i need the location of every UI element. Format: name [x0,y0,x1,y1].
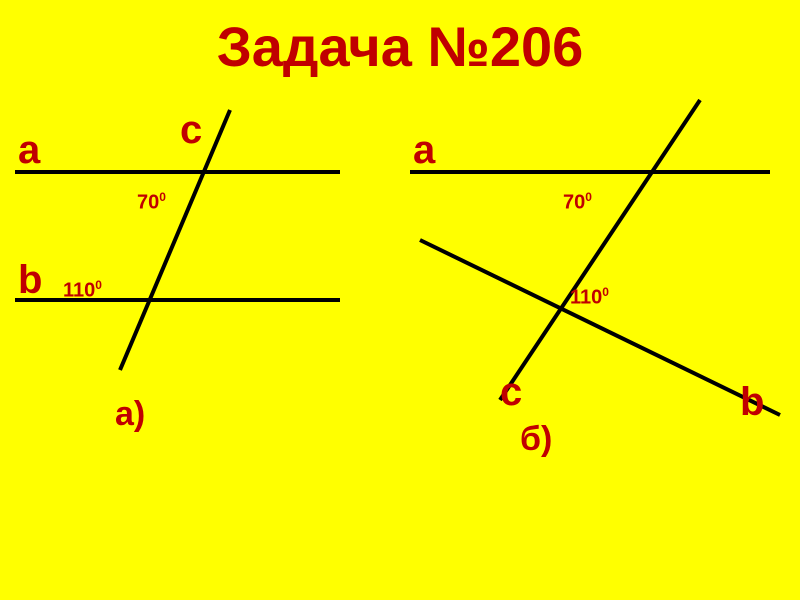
diag-a-angle-1: 700 [137,190,166,215]
diag-b-angle-2-value: 110 [570,287,602,309]
diag-b-label-c: c [500,370,522,415]
diag-b-angle-1-sup: 0 [585,190,592,204]
diag-b-angle-1-value: 70 [563,192,585,214]
diag-b-angle-2: 1100 [570,285,609,310]
geometry-svg [0,0,800,600]
diag-b-line-c [500,100,700,400]
diag-a-angle-2-sup: 0 [95,278,102,292]
diag-b-line-b [420,240,780,415]
diag-a-angle-2: 1100 [63,278,102,303]
diag-a-label-c: c [180,108,202,153]
diag-a-label-b: b [18,258,42,303]
diag-b-angle-1: 700 [563,190,592,215]
diag-a-line-c [120,110,230,370]
diag-a-caption: а) [115,395,145,434]
diag-b-label-b: b [740,380,764,425]
diag-a-angle-1-sup: 0 [159,190,166,204]
diag-a-angle-2-value: 110 [63,280,95,302]
diag-b-label-a: a [413,128,435,173]
page-title: Задача №206 [0,14,800,79]
diag-b-angle-2-sup: 0 [602,285,609,299]
diag-b-caption: б) [520,420,552,459]
diag-a-angle-1-value: 70 [137,192,159,214]
diag-a-label-a: a [18,128,40,173]
